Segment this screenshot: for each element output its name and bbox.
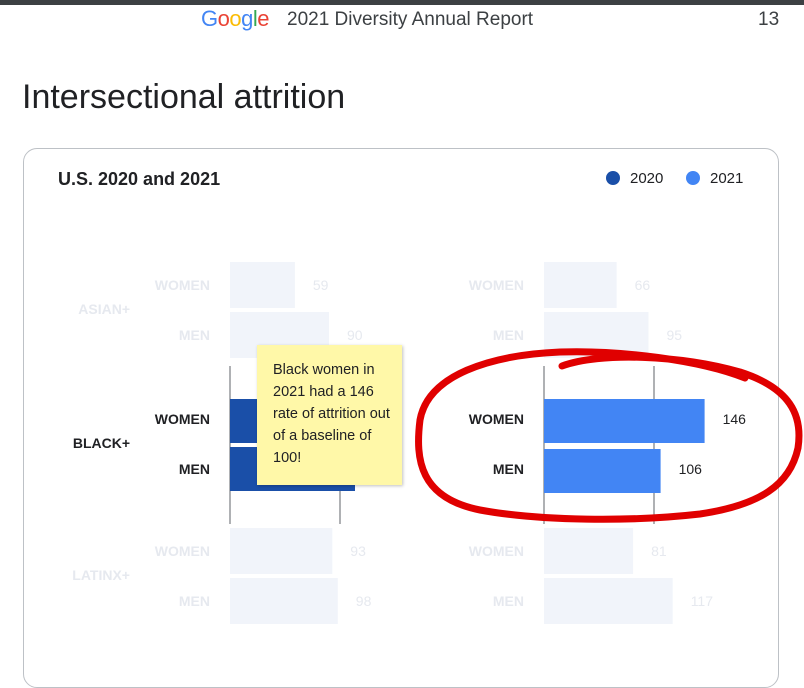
legend-label-2020: 2020	[630, 170, 664, 187]
logo-letter: G	[201, 6, 218, 31]
category-label: MEN	[179, 327, 210, 343]
bar	[544, 528, 634, 574]
bar	[544, 399, 705, 443]
data-label: 98	[356, 593, 372, 609]
category-label: MEN	[493, 461, 524, 477]
logo-letter: e	[257, 6, 270, 31]
page-header: Google 2021 Diversity Annual Report 13	[0, 6, 804, 32]
category-label: MEN	[179, 593, 210, 609]
category-label: WOMEN	[469, 411, 524, 427]
bar	[544, 262, 617, 308]
legend-label-2021: 2021	[710, 170, 744, 187]
top-border	[0, 0, 804, 5]
category-label: MEN	[493, 593, 524, 609]
category-label: WOMEN	[469, 277, 524, 293]
category-label: WOMEN	[155, 543, 210, 559]
bar	[230, 578, 338, 624]
chart-plot: ASIAN+ WOMEN 59 MEN 90 WOMEN 66 MEN 95 BLACK+ WOME…	[72, 262, 803, 624]
sticky-note: Black women in 2021 had a 146 rate of at…	[257, 345, 402, 485]
logo-letter: o	[217, 6, 230, 31]
bar	[544, 449, 661, 493]
category-label: WOMEN	[469, 543, 524, 559]
logo-letter: o	[229, 6, 242, 31]
chart-title: U.S. 2020 and 2021	[58, 169, 221, 189]
annotation-circle	[415, 348, 803, 523]
data-label: 81	[651, 543, 667, 559]
data-label: 93	[350, 543, 366, 559]
page-title: Intersectional attrition	[22, 78, 346, 116]
group-label: LATINX+	[72, 567, 130, 583]
legend-dot-2021	[686, 171, 700, 185]
legend-dot-2020	[606, 171, 620, 185]
category-label: WOMEN	[155, 277, 210, 293]
bar	[230, 262, 295, 308]
legend-item-2021: 2021	[686, 170, 743, 187]
data-label: 146	[723, 411, 747, 427]
category-label: WOMEN	[155, 411, 210, 427]
page-number: 13	[758, 9, 780, 30]
bar	[544, 578, 673, 624]
logo-letter: g	[241, 6, 253, 31]
legend-item-2020: 2020	[606, 170, 663, 187]
report-title: 2021 Diversity Annual Report	[287, 9, 534, 30]
group-label: BLACK+	[73, 435, 130, 451]
group-label: ASIAN+	[78, 301, 130, 317]
data-label: 90	[347, 327, 363, 343]
bar	[230, 528, 333, 574]
data-label: 117	[691, 593, 714, 609]
data-label: 66	[635, 277, 651, 293]
category-label: MEN	[179, 461, 210, 477]
category-label: MEN	[493, 327, 524, 343]
google-logo: Google	[201, 6, 270, 32]
data-label: 95	[667, 327, 683, 343]
data-label: 59	[313, 277, 329, 293]
data-label: 106	[679, 461, 703, 477]
logo-letter: l	[252, 6, 258, 31]
